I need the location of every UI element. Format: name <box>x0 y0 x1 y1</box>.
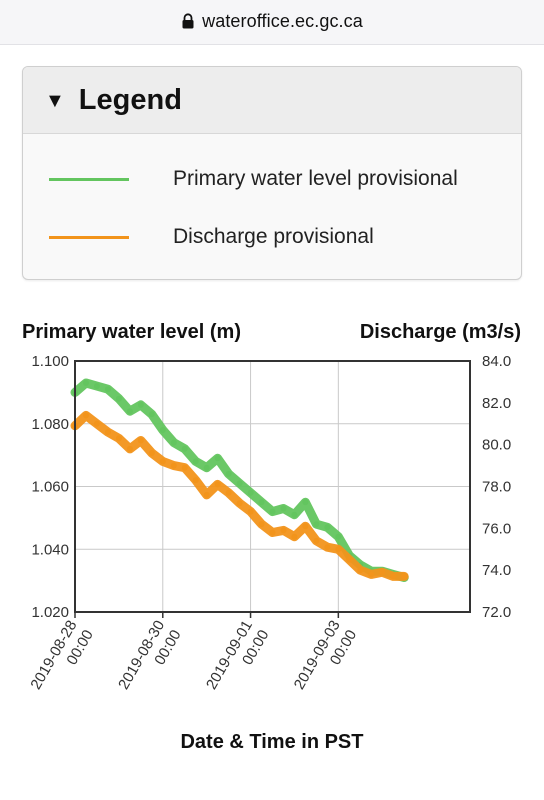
plot-frame <box>74 360 471 613</box>
series-point <box>214 455 221 462</box>
series-point <box>280 505 287 512</box>
series-point <box>159 427 166 433</box>
triangle-down-icon: ▼ <box>45 89 65 112</box>
y-left-tick-label: 1.080 <box>31 416 69 433</box>
series-point <box>335 546 342 553</box>
series-point <box>225 470 232 477</box>
series-point <box>280 527 287 534</box>
y-right-tick-label: 84.0 <box>482 353 511 370</box>
series-point <box>401 573 408 580</box>
x-tick-label: 2019-09-0100:00 <box>203 618 273 702</box>
y-left-tick-label: 1.100 <box>31 353 69 370</box>
y-right-tick-label: 82.0 <box>482 395 511 412</box>
series-point <box>302 499 309 506</box>
series-point <box>192 477 199 484</box>
legend-panel: ▼ Legend <box>22 66 522 280</box>
y-right-tick-label: 74.0 <box>482 562 511 579</box>
series-point <box>335 533 342 540</box>
x-ticks: 2019-08-2800:00 2019-08-3000:00 2019-09-01… <box>27 612 361 702</box>
y-right-tick-label: 78.0 <box>482 479 511 496</box>
y-right-axis-title: Discharge (m3/s) <box>360 321 521 343</box>
lock-icon <box>182 13 194 29</box>
series-point <box>258 521 265 528</box>
series-point <box>181 445 188 452</box>
series-point <box>379 569 386 576</box>
series-point <box>269 529 276 536</box>
browser-address-bar[interactable]: wateroffice.ec.gc.ca <box>0 0 544 45</box>
x-tick-label: 2019-08-2800:00 <box>27 618 97 702</box>
series-point <box>313 521 320 528</box>
series-point <box>291 511 298 518</box>
series-point <box>192 458 199 465</box>
series-point <box>324 524 331 531</box>
y-left-tick-label: 1.020 <box>31 604 69 621</box>
series-point <box>236 480 243 487</box>
series-point <box>83 412 89 419</box>
url-text[interactable]: wateroffice.ec.gc.ca <box>202 10 363 31</box>
series-point <box>269 508 276 515</box>
series-line-water-level <box>70 378 409 582</box>
series-point <box>313 537 320 544</box>
series-point <box>247 508 254 515</box>
y-left-tick-label: 1.040 <box>31 541 69 558</box>
legend-item-water-level[interactable]: Primary water level provisional <box>23 164 521 194</box>
series-point <box>357 567 364 574</box>
series-point <box>247 489 254 496</box>
series-point <box>137 437 144 444</box>
grid-lines <box>74 360 470 613</box>
x-tick-label: 2019-08-3000:00 <box>115 618 185 702</box>
series-point <box>159 458 166 465</box>
series-point <box>115 435 122 442</box>
series-point <box>236 500 243 507</box>
series-point <box>203 464 210 471</box>
series-point <box>225 489 232 496</box>
series-point <box>148 450 155 456</box>
series-point <box>170 462 177 469</box>
legend-swatch-water-level <box>49 177 129 181</box>
series-point <box>291 533 298 540</box>
legend-toggle[interactable]: ▼ Legend <box>23 67 521 134</box>
legend-label-water-level: Primary water level provisional <box>173 167 458 190</box>
y-left-ticks: 1.100 1.080 1.060 1.040 1.020 <box>31 353 69 621</box>
legend-title: Legend <box>78 83 182 116</box>
water-chart: Primary water level (m) Discharge (m3/s)… <box>22 321 521 753</box>
y-right-tick-label: 76.0 <box>482 520 511 537</box>
series-point <box>126 445 133 452</box>
url-container[interactable]: wateroffice.ec.gc.ca <box>181 11 363 32</box>
series-point <box>368 571 375 578</box>
series-point <box>170 439 177 446</box>
x-tick-label: 2019-09-0300:00 <box>291 618 361 702</box>
legend-label-discharge: Discharge provisional <box>173 225 374 248</box>
y-left-tick-label: 1.060 <box>31 479 69 496</box>
series-point <box>324 544 331 551</box>
y-right-tick-label: 72.0 <box>482 604 511 621</box>
legend-item-discharge[interactable]: Discharge provisional <box>23 222 521 252</box>
series-point <box>104 429 111 436</box>
series-layer <box>70 378 409 582</box>
y-right-ticks: 84.0 82.0 80.0 78.0 76.0 74.0 72.0 <box>482 353 511 621</box>
series-point <box>93 383 100 390</box>
series-point <box>302 523 309 530</box>
legend-swatch-discharge <box>49 235 129 239</box>
series-point <box>148 411 155 418</box>
x-axis-title: Date & Time in PST <box>180 731 363 753</box>
series-point <box>181 464 188 471</box>
series-point <box>346 556 353 563</box>
series-point <box>258 499 265 506</box>
y-left-axis-title: Primary water level (m) <box>22 321 241 343</box>
series-point <box>83 380 89 386</box>
series-point <box>203 491 210 498</box>
series-point <box>137 401 144 408</box>
series-line-discharge <box>70 410 409 581</box>
y-right-tick-label: 80.0 <box>482 437 511 454</box>
series-point <box>126 408 133 415</box>
series-point <box>390 573 397 580</box>
series-point <box>93 420 100 427</box>
series-point <box>214 481 221 488</box>
series-point <box>104 386 111 393</box>
series-point <box>115 395 122 402</box>
